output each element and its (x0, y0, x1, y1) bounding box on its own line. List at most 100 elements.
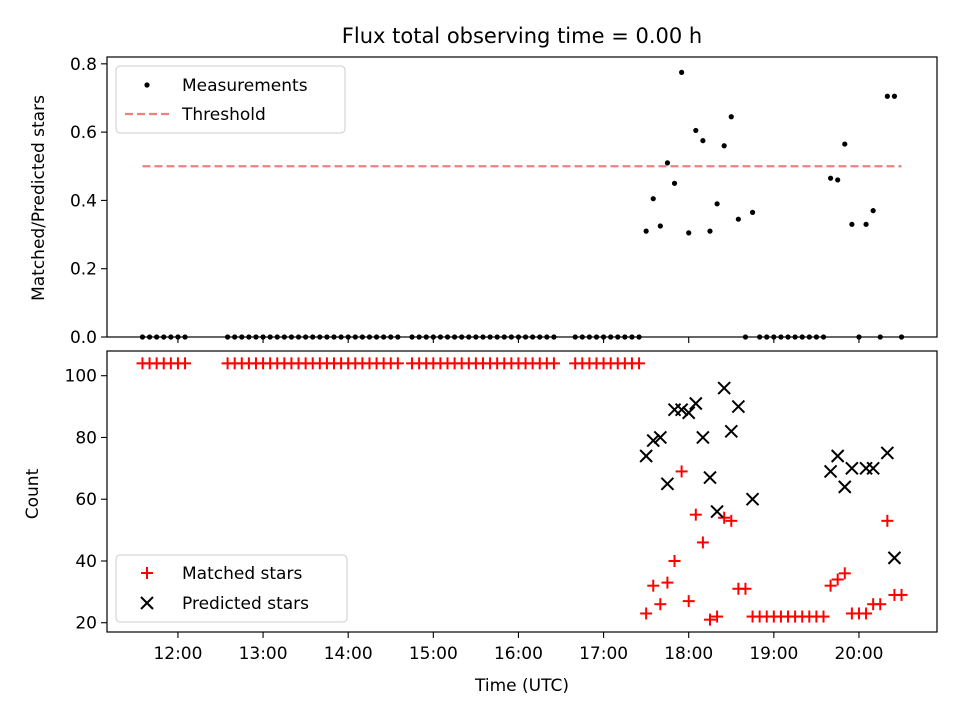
matched-star-point (725, 514, 738, 527)
predicted-star-point (845, 461, 859, 476)
measurement-point (643, 228, 649, 234)
matched-star-point (860, 607, 873, 620)
measurement-point (664, 160, 671, 166)
bottom-axes-frame (106, 350, 938, 633)
bottom-panel: Count Time (UTC) 20 40 60 80 100 12:00 13:00 1… (23, 350, 938, 696)
predicted-star-point (866, 461, 880, 476)
matched-star-point (654, 598, 667, 611)
predicted-star-point (639, 449, 653, 463)
bottom-x-tick-label: 17:00 (579, 644, 628, 664)
top-y-tick-label: 0.8 (70, 55, 97, 75)
bottom-y-axis-ticks: 20 40 60 80 100 (65, 367, 107, 634)
measurement-point (721, 143, 727, 149)
measurement-point (735, 216, 741, 222)
bottom-y-tick-label: 20 (75, 614, 97, 634)
predicted-star-point (689, 396, 703, 411)
measurement-point (657, 223, 663, 229)
legend-measurements-label: Measurements (182, 76, 308, 96)
top-y-tick-label: 0.4 (70, 191, 97, 211)
predicted-star-point (696, 430, 710, 445)
measurement-point (671, 180, 678, 186)
predicted-star-point (674, 402, 689, 417)
matched-star-point (703, 613, 716, 626)
matched-star-point (838, 567, 851, 580)
measurement-point (650, 196, 656, 202)
measurement-point (714, 201, 720, 207)
matched-star-point (895, 588, 908, 601)
bottom-x-tick-label: 20:00 (834, 644, 883, 664)
measurement-point (749, 209, 756, 215)
bottom-x-tick-label: 14:00 (324, 644, 373, 664)
matched-star-point (817, 610, 830, 623)
measurement-point (827, 175, 834, 181)
top-y-axis-label: Matched/Predicted stars (29, 95, 49, 301)
bottom-x-tick-label: 19:00 (749, 644, 798, 664)
predicted-star-point (838, 480, 852, 494)
matched-star-point (682, 595, 695, 608)
matched-star-point (547, 357, 560, 370)
top-y-tick-label: 0.0 (70, 328, 97, 348)
top-y-axis-ticks: 0.0 0.2 0.4 0.6 0.8 (70, 55, 107, 348)
bottom-y-tick-label: 60 (75, 490, 97, 510)
predicted-star-point (717, 381, 731, 395)
measurement-point (693, 127, 699, 134)
measurement-point (870, 208, 876, 214)
bottom-legend: Matched stars Predicted stars (115, 554, 348, 623)
predicted-star-point (724, 424, 738, 438)
legend-matched-marker (141, 567, 153, 579)
bottom-x-axis-ticks: 12:00 13:00 14:00 15:00 16:00 17:00 18:00 19:00… (153, 632, 883, 664)
matched-star-point (675, 465, 688, 478)
bottom-x-tick-label: 12:00 (153, 644, 202, 664)
measurement-point (707, 228, 713, 234)
bottom-x-axis-label: Time (UTC) (474, 676, 569, 696)
top-chart-title: Flux total observing time = 0.00 h (342, 24, 702, 48)
measurement-point (679, 69, 685, 75)
bottom-x-tick-label: 13:00 (239, 644, 288, 664)
matched-star-point (824, 579, 837, 592)
legend-measurements-marker (144, 82, 150, 88)
matched-star-point (881, 514, 894, 527)
legend-matched-label: Matched stars (182, 564, 302, 584)
predicted-star-point (887, 551, 902, 565)
predicted-star-point (703, 470, 717, 485)
legend-threshold-label: Threshold (181, 105, 266, 125)
top-axes-frame (106, 56, 938, 338)
predicted-star-point (660, 477, 675, 491)
bottom-legend-box (115, 554, 348, 623)
bottom-y-axis-label: Count (23, 468, 43, 519)
top-panel: Flux total observing time = 0.00 h Match… (29, 24, 938, 348)
measurement-point (686, 230, 692, 236)
bottom-y-tick-label: 100 (65, 367, 97, 387)
matched-star-point (668, 554, 681, 567)
legend-predicted-label: Predicted stars (182, 594, 309, 614)
predicted-star-point (830, 449, 845, 463)
measurement-point (863, 221, 869, 227)
predicted-star-point (710, 504, 724, 519)
predicted-star-point (653, 430, 668, 445)
bottom-y-tick-label: 40 (75, 552, 97, 572)
matched-star-point (711, 610, 724, 623)
measurement-point (884, 93, 890, 99)
top-y-tick-label: 0.6 (70, 123, 97, 143)
predicted-star-point (745, 492, 760, 506)
matched-star-point (633, 357, 646, 370)
bottom-plot-area (136, 357, 908, 626)
predicted-star-point (823, 464, 838, 479)
predicted-star-point (646, 433, 660, 448)
matched-star-point (831, 573, 844, 586)
predicted-star-point (880, 446, 895, 460)
measurement-point (700, 138, 706, 144)
measurement-point (835, 177, 841, 183)
matched-star-point (874, 598, 887, 611)
predicted-star-point (731, 399, 746, 414)
matched-star-point (739, 582, 752, 595)
matched-star-point (391, 357, 404, 370)
measurement-point (842, 141, 848, 147)
bottom-x-tick-label: 18:00 (664, 644, 713, 664)
bottom-y-tick-label: 80 (75, 428, 97, 448)
matched-star-point (661, 576, 674, 589)
predicted-star-point (682, 406, 696, 420)
matched-star-point (718, 511, 731, 524)
matched-star-point (179, 357, 192, 370)
